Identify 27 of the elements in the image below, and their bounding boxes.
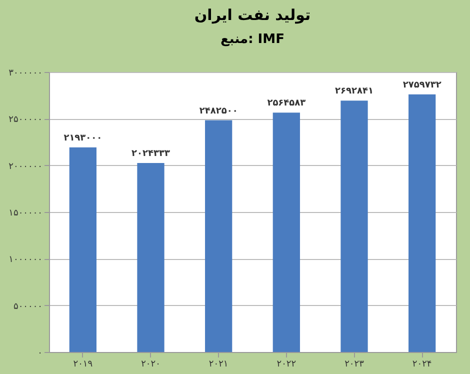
- y-tick-label: ۵۰۰۰۰۰: [13, 302, 42, 312]
- y-tick-label: ۱۵۰۰۰۰۰: [8, 208, 42, 218]
- bar: [69, 147, 96, 352]
- bar: [137, 163, 164, 352]
- x-tick-label: ۲۰۲۰: [141, 360, 160, 370]
- y-tick-label: ۱۰۰۰۰۰۰: [8, 255, 42, 266]
- data-label: ۲۱۹۳۰۰۰: [64, 133, 102, 144]
- y-tick-label: ۲۵۰۰۰۰۰: [8, 115, 42, 126]
- data-label: ۲۰۲۴۳۳۳: [132, 149, 170, 160]
- data-label: ۲۷۵۹۷۳۲: [402, 80, 442, 90]
- y-tick-label: ۲۰۰۰۰۰۰: [8, 162, 42, 172]
- x-tick-label: ۲۰۲۲: [276, 360, 296, 370]
- y-tick-label: ۰: [38, 348, 42, 358]
- bar: [205, 120, 232, 352]
- bar: [272, 112, 300, 352]
- chart-subtitle: منبع: IMF: [220, 32, 284, 47]
- x-tick-label: ۲۰۲۳: [344, 360, 364, 370]
- y-tick-label: ۳۰۰۰۰۰۰: [8, 68, 42, 78]
- bar: [340, 100, 368, 352]
- data-label: ۲۶۹۲۸۴۱: [335, 86, 374, 97]
- data-label: ۲۴۸۲۵۰۰: [199, 106, 238, 116]
- data-label: ۲۵۶۴۵۸۳: [267, 98, 306, 109]
- bar: [408, 94, 436, 352]
- x-tick-label: ۲۰۲۱: [208, 360, 228, 370]
- x-tick-label: ۲۰۲۴: [412, 360, 432, 370]
- x-tick-label: ۲۰۱۹: [73, 360, 93, 370]
- chart-title: تولید نفت ایران: [194, 6, 311, 24]
